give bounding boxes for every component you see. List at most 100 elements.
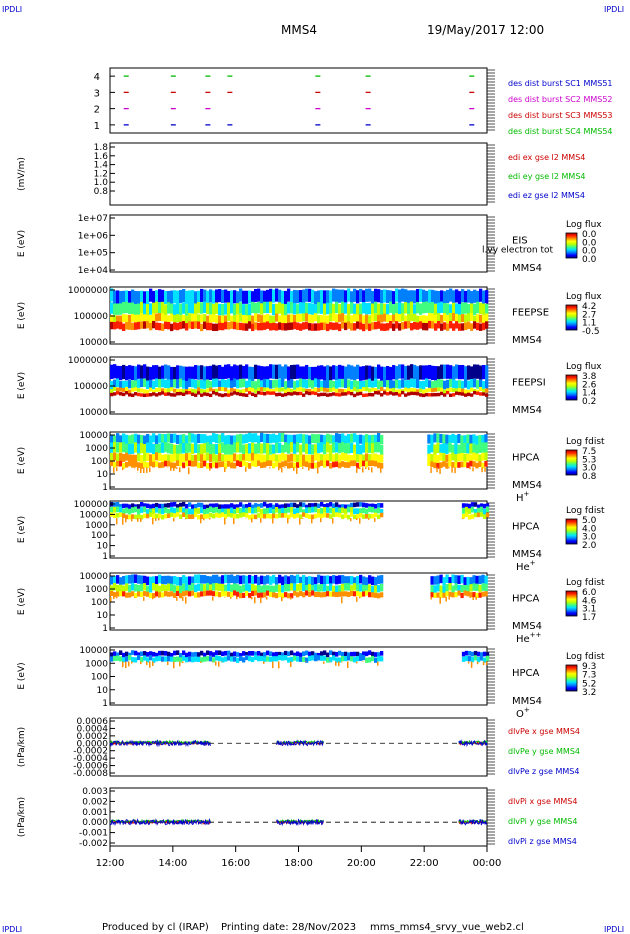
spectrogram-cell bbox=[131, 387, 135, 392]
spectrogram-cell bbox=[314, 583, 318, 592]
spectrogram-cell bbox=[374, 518, 376, 522]
spectrogram-cell bbox=[338, 443, 342, 454]
spectrogram-cell bbox=[161, 378, 165, 388]
spectrogram-cell bbox=[308, 323, 312, 331]
spectrogram-cell bbox=[257, 435, 261, 445]
spectrogram-cell bbox=[254, 654, 258, 661]
panel-electron-pressure-gradient: (nPa/km)0.00060.00040.00020.0000-0.0002-… bbox=[17, 717, 580, 779]
spectrogram-cell bbox=[164, 392, 168, 396]
spectrogram-cell bbox=[173, 467, 175, 471]
spectrogram-cell bbox=[356, 651, 360, 657]
spectrogram-cell bbox=[188, 301, 192, 314]
spectrogram-cell bbox=[323, 575, 327, 585]
colorbar bbox=[565, 664, 578, 692]
spectrogram-cell bbox=[335, 433, 339, 443]
spectrogram-cell bbox=[197, 433, 201, 444]
spectrogram-cell bbox=[152, 518, 154, 525]
spectrogram-cell bbox=[272, 509, 276, 515]
spectrogram-cell bbox=[176, 656, 180, 662]
spectrogram-cell bbox=[236, 454, 240, 463]
spectrogram-cell bbox=[203, 652, 207, 658]
spectrogram-cell bbox=[122, 518, 124, 525]
spectrogram-cell bbox=[224, 380, 228, 389]
instrument-label: FEEPSE bbox=[512, 308, 549, 319]
spectrogram-cell bbox=[350, 391, 354, 396]
spectrogram-cell bbox=[176, 650, 180, 656]
spectrogram-cell bbox=[239, 302, 243, 314]
spectrogram-cell bbox=[185, 435, 189, 445]
spectrogram-cell bbox=[230, 503, 234, 508]
spectrogram-cell bbox=[386, 323, 390, 331]
spectrogram-cell bbox=[335, 661, 337, 666]
spectrogram-cell bbox=[218, 303, 222, 316]
spectrogram-cell bbox=[356, 576, 360, 585]
spectrogram-cell bbox=[466, 576, 470, 586]
spectrogram-cell bbox=[155, 387, 159, 392]
spectrogram-cell bbox=[218, 380, 222, 389]
spectrogram-cell bbox=[275, 461, 279, 467]
colorbar-tick-label: 7.5 bbox=[582, 447, 596, 457]
spectrogram-cell bbox=[137, 504, 141, 509]
spectrogram-cell bbox=[464, 290, 468, 305]
spectrogram-cell bbox=[188, 651, 192, 657]
spectrogram-cell bbox=[134, 314, 138, 323]
spectrogram-cell bbox=[161, 462, 165, 468]
spectrogram-cell bbox=[215, 583, 219, 591]
spectrogram-cell bbox=[191, 590, 195, 596]
spectrogram-cell bbox=[185, 583, 189, 591]
spectrogram-cell bbox=[125, 290, 129, 304]
series-line bbox=[458, 739, 488, 748]
spectrogram-cell bbox=[392, 323, 396, 331]
spectrogram-cell bbox=[395, 288, 399, 302]
spectrogram-cell bbox=[134, 433, 138, 443]
spectrogram-cell bbox=[371, 381, 375, 390]
spectrogram-cell bbox=[227, 461, 231, 467]
spectrogram-cell bbox=[116, 584, 120, 593]
spectrogram-cell bbox=[173, 656, 177, 663]
spectrogram-cell bbox=[478, 454, 482, 463]
spectrogram-cell bbox=[170, 576, 174, 585]
spectrogram-cell bbox=[113, 467, 115, 473]
spectrogram-cell bbox=[137, 453, 141, 462]
spectrogram-cell bbox=[347, 576, 351, 585]
spectrogram-cell bbox=[119, 591, 123, 597]
spectrogram-cell bbox=[451, 467, 453, 473]
spectrogram-cell bbox=[131, 661, 133, 664]
spectrogram-cell bbox=[455, 289, 459, 303]
spectrogram-cell bbox=[404, 315, 408, 324]
spectrogram-cell bbox=[182, 434, 186, 444]
spectrogram-cell bbox=[359, 512, 363, 518]
spacecraft-label: MMS4 bbox=[512, 621, 542, 632]
spectrogram-cell bbox=[332, 387, 336, 392]
spectrogram-cell bbox=[116, 502, 120, 507]
spectrogram-cell bbox=[308, 591, 312, 597]
colorbar bbox=[565, 232, 578, 259]
spectrogram-cell bbox=[218, 504, 222, 509]
spectrogram-cell bbox=[425, 301, 429, 313]
spectrogram-cell bbox=[227, 312, 231, 321]
spectrogram-cell bbox=[445, 434, 449, 444]
spectrogram-cell bbox=[428, 393, 432, 397]
spectrogram-cell bbox=[350, 365, 354, 380]
spectrogram-cell bbox=[278, 504, 282, 510]
spectrogram-cell bbox=[155, 502, 159, 508]
spectrogram-cell bbox=[484, 460, 488, 467]
spectrogram-cell bbox=[155, 393, 159, 397]
spectrogram-cell bbox=[275, 288, 279, 302]
spectrogram-cell bbox=[457, 433, 461, 444]
spectrogram-cell bbox=[344, 302, 348, 314]
spectrogram-cell bbox=[164, 364, 168, 379]
spectrogram-cell bbox=[230, 591, 234, 598]
spectrogram-cell bbox=[206, 388, 210, 393]
spectrogram-cell bbox=[125, 461, 129, 468]
spectrogram-cell bbox=[257, 443, 261, 454]
spectrogram-cell bbox=[194, 508, 198, 514]
spectrogram-cell bbox=[338, 650, 342, 656]
spectrogram-cell bbox=[131, 322, 135, 331]
spectrogram-cell bbox=[329, 434, 333, 444]
spectrogram-cell bbox=[164, 434, 168, 444]
spectrogram-cell bbox=[338, 575, 342, 584]
spectrogram-cell bbox=[200, 323, 204, 332]
spectrogram-cell bbox=[170, 313, 174, 322]
spectrogram-cell bbox=[359, 502, 363, 507]
